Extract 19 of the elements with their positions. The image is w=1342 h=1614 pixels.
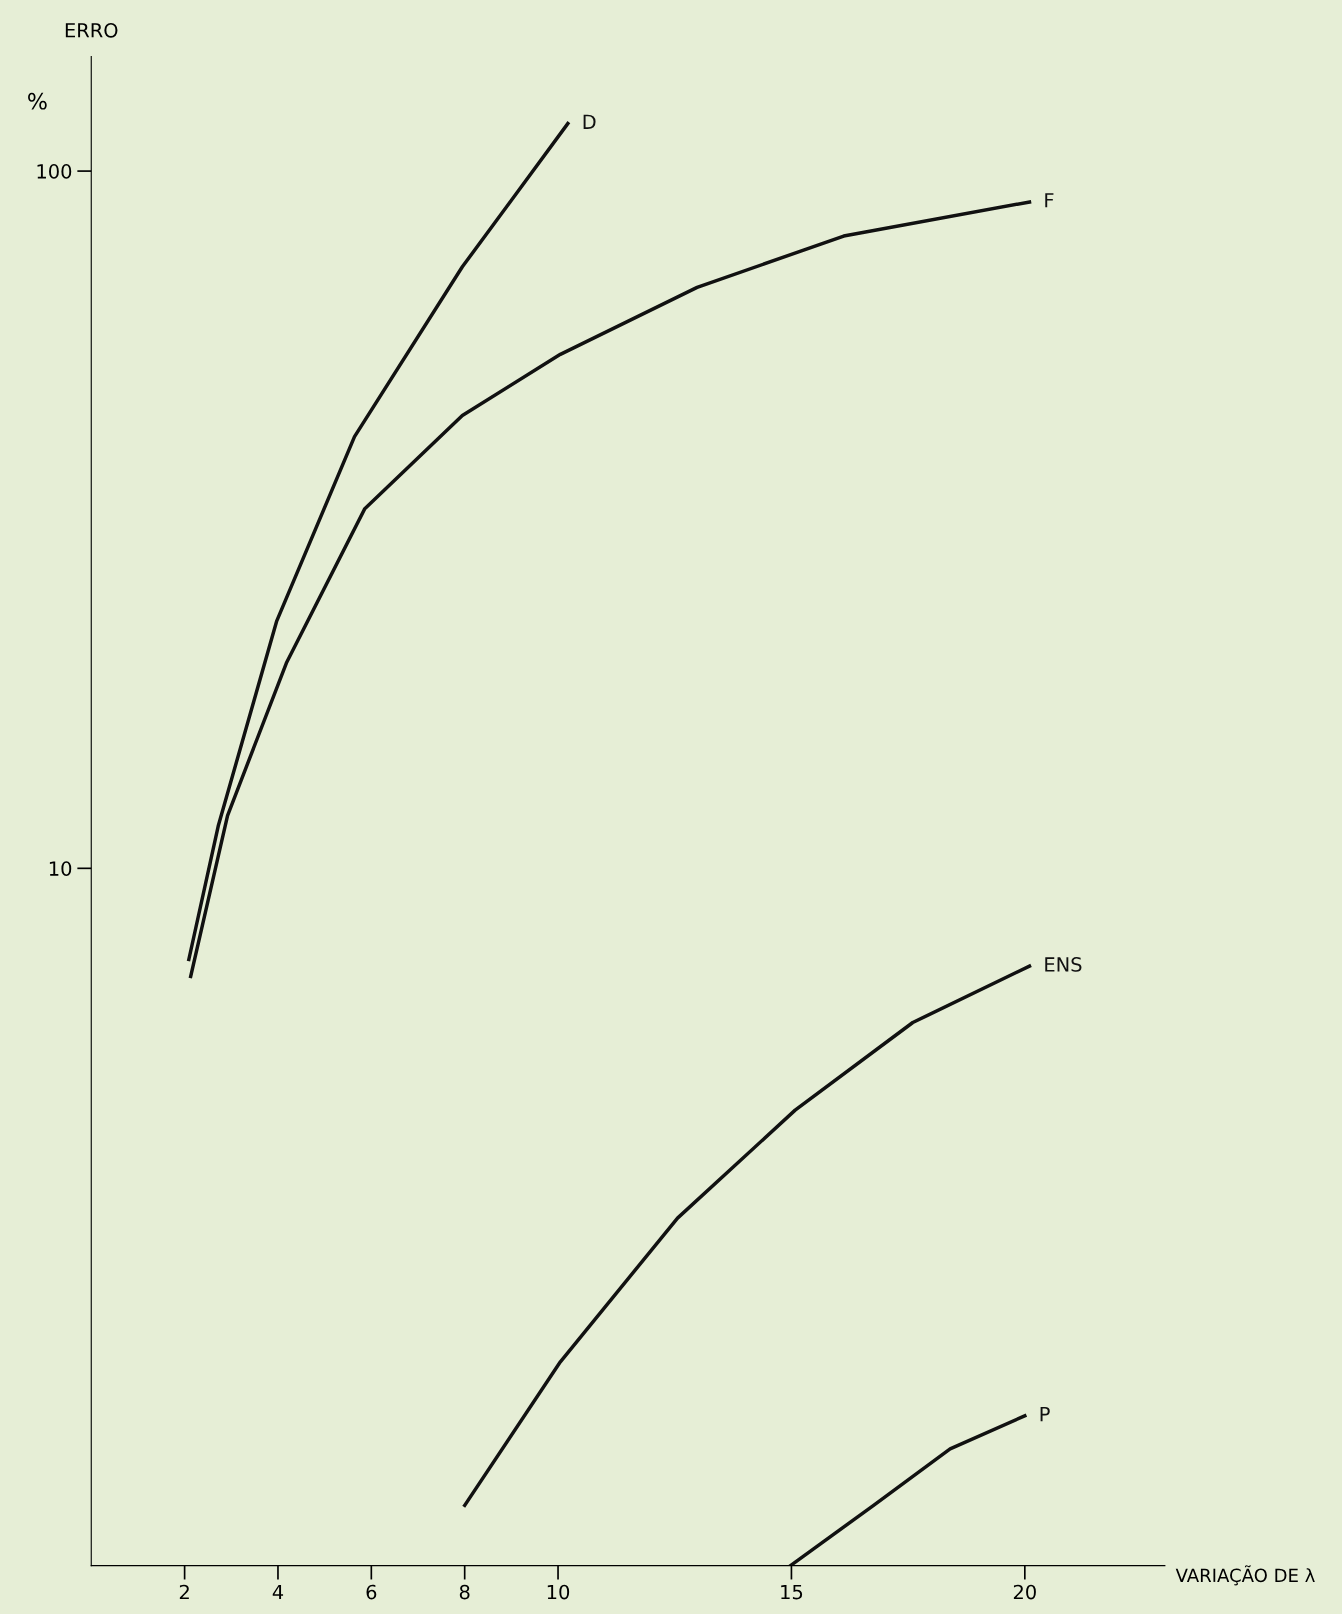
x-tick-label: 8 [459,1584,470,1600]
line-series [462,964,1032,1508]
x-tick-label: 20 [1013,1584,1036,1600]
series-label: ENS [1045,957,1082,972]
x-tick-label: 4 [272,1584,284,1600]
line-series [788,1414,1027,1566]
y-tick-label: 100 [37,164,72,179]
x-tick-label: 2 [179,1584,189,1600]
x-tick-label: 15 [781,1584,803,1600]
series-label: D [583,114,596,129]
x-axis-title: VARIAÇÃO DE λ [1175,1565,1315,1586]
line-series [188,200,1032,979]
y-axis-title: ERRO [65,22,118,38]
series-label: P [1040,1406,1050,1422]
x-tick-label: 6 [366,1584,377,1600]
text: % [28,92,47,110]
series-label: F [1045,193,1054,208]
x-tick-label: 10 [547,1584,570,1600]
line-series [187,121,570,962]
